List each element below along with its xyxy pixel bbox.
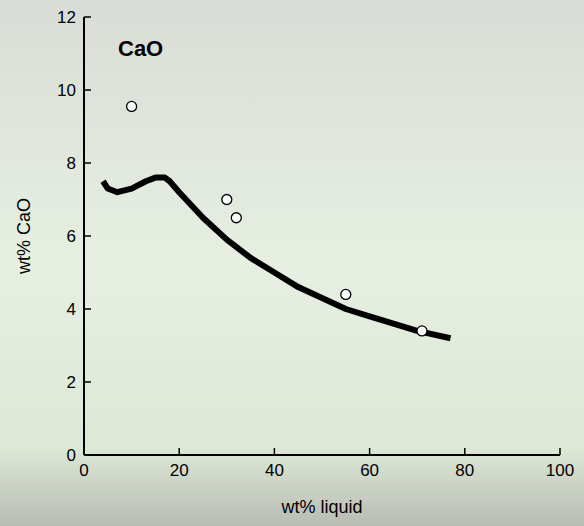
x-tick-label: 60 [360, 461, 379, 480]
y-tick-label: 2 [67, 373, 76, 392]
data-point [222, 195, 232, 205]
panel-title: CaO [118, 36, 163, 61]
y-tick-label: 8 [67, 154, 76, 173]
background [0, 0, 584, 526]
y-tick-label: 6 [67, 227, 76, 246]
x-tick-label: 100 [546, 461, 574, 480]
x-tick-label: 40 [265, 461, 284, 480]
y-tick-label: 4 [67, 300, 76, 319]
x-tick-label: 80 [455, 461, 474, 480]
y-tick-label: 10 [57, 81, 76, 100]
x-tick [559, 448, 561, 455]
data-point [417, 326, 427, 336]
x-axis-title: wt% liquid [280, 497, 362, 517]
x-tick-label: 0 [79, 461, 88, 480]
data-point [231, 213, 241, 223]
y-tick-label: 0 [67, 446, 76, 465]
y-tick [84, 308, 91, 310]
plot-area [103, 101, 450, 338]
y-tick [84, 381, 91, 383]
x-axis [84, 454, 560, 456]
y-tick [84, 16, 91, 18]
x-tick-label: 20 [170, 461, 189, 480]
data-point [127, 101, 137, 111]
x-tick [464, 448, 466, 455]
y-tick-label: 12 [57, 8, 76, 27]
x-tick [369, 448, 371, 455]
chart: 0 2 4 6 8 10 12 0 20 40 60 80 100 CaO wt% liquid wt% Ca… [0, 0, 584, 526]
y-tick [84, 162, 91, 164]
data-point [341, 289, 351, 299]
y-tick [84, 235, 91, 237]
model-curve [103, 178, 450, 339]
y-axis-title: wt% CaO [14, 198, 34, 275]
x-tick [178, 448, 180, 455]
y-axis [83, 17, 85, 455]
y-tick [84, 89, 91, 91]
x-tick [274, 448, 276, 455]
